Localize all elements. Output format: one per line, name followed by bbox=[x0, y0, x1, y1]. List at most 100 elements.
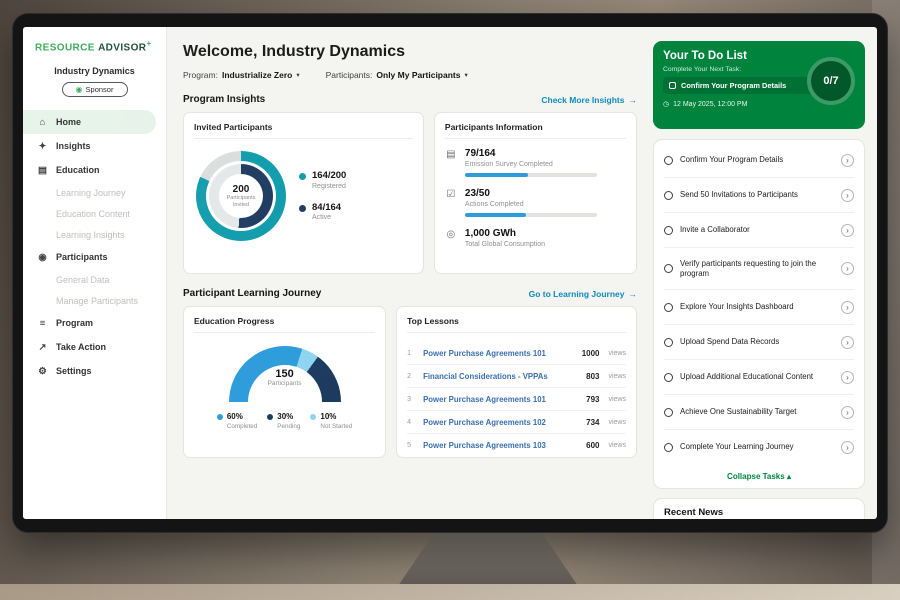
sidebar-item-label: Education Content bbox=[56, 209, 130, 219]
not-started-value: 10% bbox=[320, 413, 352, 422]
home-icon: ⌂ bbox=[37, 117, 48, 128]
program-insights-header: Program Insights Check More Insights → bbox=[183, 94, 637, 105]
todo-summary-card: Your To Do List Complete Your Next Task:… bbox=[653, 41, 865, 129]
chevron-right-icon[interactable]: › bbox=[841, 301, 854, 314]
legend-dot-notstarted bbox=[310, 414, 316, 420]
task-row-confirm-program[interactable]: Confirm Your Program Details › bbox=[664, 143, 854, 178]
task-row-complete-learning-journey[interactable]: Complete Your Learning Journey › bbox=[664, 430, 854, 464]
legend-registered: 164/200 Registered bbox=[299, 171, 346, 190]
checkbox-icon[interactable] bbox=[664, 303, 673, 312]
sidebar-item-learning-journey[interactable]: Learning Journey bbox=[23, 182, 166, 203]
lesson-views: 600 bbox=[586, 441, 599, 450]
info-progress-fill bbox=[465, 173, 529, 177]
sidebar-item-general-data[interactable]: General Data bbox=[23, 269, 166, 290]
education-progress-card: Education Progress 150 Participants bbox=[183, 306, 386, 458]
lesson-link[interactable]: Power Purchase Agreements 102 bbox=[423, 418, 579, 427]
check-more-insights-link[interactable]: Check More Insights → bbox=[541, 95, 637, 105]
sidebar-item-take-action[interactable]: ↗ Take Action bbox=[23, 335, 166, 359]
go-to-learning-journey-link[interactable]: Go to Learning Journey → bbox=[529, 289, 637, 299]
chevron-right-icon[interactable]: › bbox=[841, 262, 854, 275]
chevron-right-icon[interactable]: › bbox=[841, 224, 854, 237]
registered-value: 164/200 bbox=[312, 171, 346, 182]
checkbox-icon[interactable] bbox=[664, 191, 673, 200]
legend-pending: 30% Pending bbox=[267, 413, 300, 430]
next-task-chip[interactable]: Confirm Your Program Details bbox=[663, 77, 815, 94]
sidebar-item-label: General Data bbox=[56, 275, 110, 285]
task-row-verify-participants[interactable]: Verify participants requesting to join t… bbox=[664, 248, 854, 290]
task-label: Explore Your Insights Dashboard bbox=[680, 302, 834, 312]
page-title: Welcome, Industry Dynamics bbox=[183, 43, 637, 61]
checkbox-icon[interactable] bbox=[664, 338, 673, 347]
task-row-invite-collaborator[interactable]: Invite a Collaborator › bbox=[664, 213, 854, 248]
arrow-right-icon: → bbox=[629, 289, 638, 299]
task-row-send-invitations[interactable]: Send 50 Invitations to Participants › bbox=[664, 178, 854, 213]
recent-news-title: Recent News bbox=[664, 507, 854, 518]
participants-filter[interactable]: Participants: Only My Participants ▾ bbox=[326, 70, 468, 80]
info-progress-fill bbox=[465, 213, 526, 217]
checkbox-icon[interactable] bbox=[664, 443, 673, 452]
active-value: 84/164 bbox=[312, 203, 341, 214]
gauge-center: 150 Participants bbox=[229, 368, 341, 387]
program-filter[interactable]: Program: Industrialize Zero ▾ bbox=[183, 70, 300, 80]
todo-panel: Your To Do List Complete Your Next Task:… bbox=[651, 27, 877, 519]
lesson-row: 4 Power Purchase Agreements 102 734 view… bbox=[407, 411, 626, 434]
participants-information-card: Participants Information ▤ 79/164 Emissi… bbox=[434, 112, 637, 274]
collapse-tasks-link[interactable]: Collapse Tasks ▴ bbox=[664, 464, 854, 488]
lesson-rank: 2 bbox=[407, 373, 416, 380]
checkbox-icon[interactable] bbox=[669, 82, 676, 89]
card-title: Top Lessons bbox=[407, 316, 626, 333]
task-row-achieve-target[interactable]: Achieve One Sustainability Target › bbox=[664, 395, 854, 430]
sidebar-item-education[interactable]: ▤ Education bbox=[23, 158, 166, 182]
lesson-views-suffix: views bbox=[608, 419, 626, 426]
lesson-link[interactable]: Financial Considerations - VPPAs bbox=[423, 372, 579, 381]
sidebar-item-manage-participants[interactable]: Manage Participants bbox=[23, 290, 166, 311]
chevron-right-icon[interactable]: › bbox=[841, 336, 854, 349]
lesson-link[interactable]: Power Purchase Agreements 103 bbox=[423, 441, 579, 450]
task-label: Achieve One Sustainability Target bbox=[680, 407, 834, 417]
due-date: 12 May 2025, 12:00 PM bbox=[673, 101, 747, 108]
actions-progress-bar bbox=[465, 213, 597, 217]
participants-icon: ◉ bbox=[37, 252, 48, 263]
active-label: Active bbox=[312, 214, 341, 221]
checkbox-icon[interactable] bbox=[664, 264, 673, 273]
checkbox-icon[interactable] bbox=[664, 226, 673, 235]
task-label: Upload Additional Educational Content bbox=[680, 372, 834, 382]
chevron-right-icon[interactable]: › bbox=[841, 154, 854, 167]
info-row-actions: ☑ 23/50 Actions Completed bbox=[445, 188, 626, 217]
chevron-right-icon[interactable]: › bbox=[841, 371, 854, 384]
dashboard-screen: RESOURCE ADVISOR+ Industry Dynamics ◉ Sp… bbox=[23, 27, 877, 519]
education-gauge-wrap: 150 Participants 60% Completed bbox=[194, 342, 375, 430]
clock-icon: ◷ bbox=[663, 100, 669, 108]
sidebar: RESOURCE ADVISOR+ Industry Dynamics ◉ Sp… bbox=[23, 27, 167, 519]
learning-cards-row: Education Progress 150 Participants bbox=[183, 306, 637, 458]
sidebar-item-insights[interactable]: ✦ Insights bbox=[23, 134, 166, 158]
task-row-explore-insights[interactable]: Explore Your Insights Dashboard › bbox=[664, 290, 854, 325]
education-legend: 60% Completed 30% Pending bbox=[194, 413, 375, 430]
sidebar-item-education-content[interactable]: Education Content bbox=[23, 203, 166, 224]
next-task-label: Confirm Your Program Details bbox=[681, 81, 786, 90]
sidebar-item-participants[interactable]: ◉ Participants bbox=[23, 245, 166, 269]
lesson-views: 1000 bbox=[582, 349, 600, 358]
checkbox-icon[interactable] bbox=[664, 156, 673, 165]
chevron-right-icon[interactable]: › bbox=[841, 441, 854, 454]
task-label: Send 50 Invitations to Participants bbox=[680, 190, 834, 200]
app-logo: RESOURCE ADVISOR+ bbox=[23, 39, 166, 53]
education-gauge-chart: 150 Participants bbox=[229, 346, 341, 403]
task-row-upload-educational-content[interactable]: Upload Additional Educational Content › bbox=[664, 360, 854, 395]
lesson-link[interactable]: Power Purchase Agreements 101 bbox=[423, 395, 579, 404]
legend-completed: 60% Completed bbox=[217, 413, 257, 430]
lesson-views: 734 bbox=[586, 418, 599, 427]
sidebar-item-home[interactable]: ⌂ Home bbox=[23, 110, 156, 134]
sidebar-item-learning-insights[interactable]: Learning Insights bbox=[23, 224, 166, 245]
task-row-upload-spend-data[interactable]: Upload Spend Data Records › bbox=[664, 325, 854, 360]
sponsor-badge[interactable]: ◉ Sponsor bbox=[62, 82, 128, 97]
checkbox-icon[interactable] bbox=[664, 373, 673, 382]
chevron-right-icon[interactable]: › bbox=[841, 189, 854, 202]
legend-dot-pending bbox=[267, 414, 273, 420]
checkbox-icon[interactable] bbox=[664, 408, 673, 417]
sidebar-item-settings[interactable]: ⚙ Settings bbox=[23, 359, 166, 383]
lesson-link[interactable]: Power Purchase Agreements 101 bbox=[423, 349, 575, 358]
sidebar-item-program[interactable]: ≡ Program bbox=[23, 311, 166, 335]
recent-news-card: Recent News bbox=[653, 498, 865, 519]
chevron-right-icon[interactable]: › bbox=[841, 406, 854, 419]
